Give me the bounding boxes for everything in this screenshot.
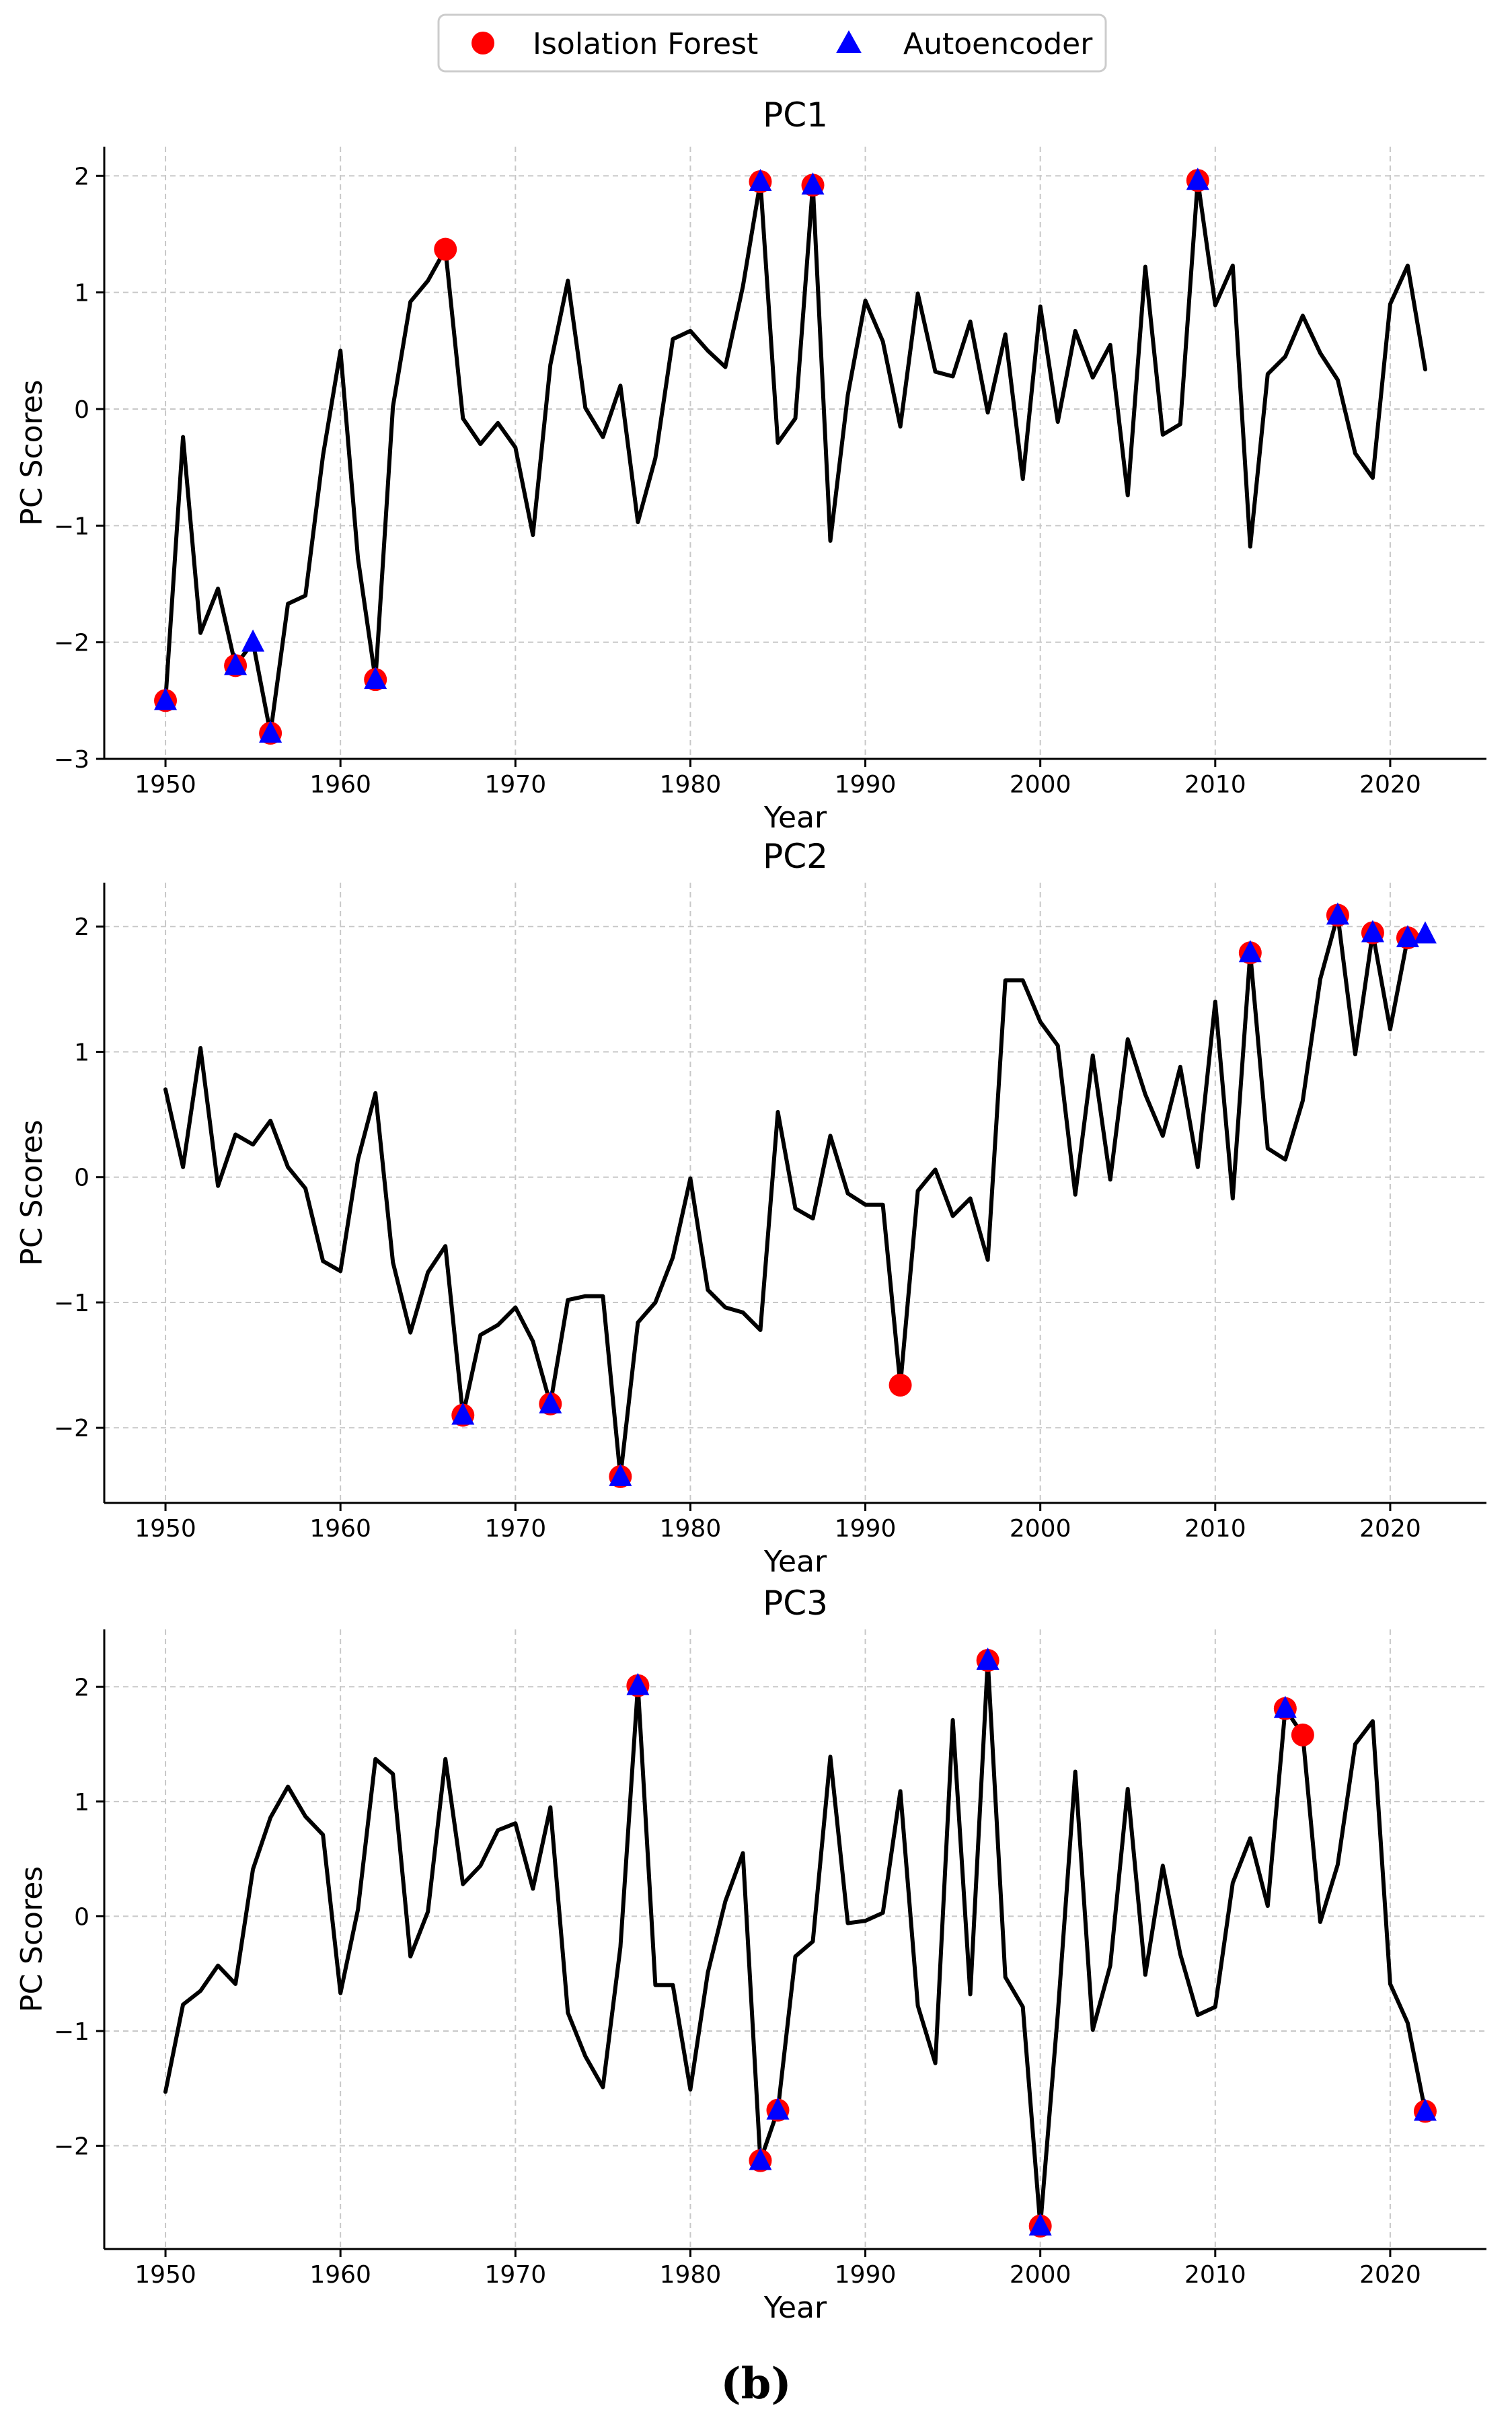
pc3-autoencoder-point-2022 bbox=[1413, 2098, 1437, 2121]
pc2-title: PC2 bbox=[763, 837, 828, 876]
pc3-autoencoder-point-1997 bbox=[976, 1648, 999, 1670]
pc3-series-line bbox=[163, 1658, 1427, 2228]
pc3-panel: 1950 1960 1970 1980 1990 2000 2010 2020 −2 −1 0 1 2 P… bbox=[15, 1584, 1486, 2325]
pc3-y-axis-label: PC Scores bbox=[15, 1866, 49, 2012]
pc3-y-tick-label--1: −1 bbox=[54, 2018, 89, 2046]
pc1-autoencoder-point-1956 bbox=[259, 720, 282, 743]
legend-autoencoder-marker bbox=[836, 30, 862, 53]
pc1-autoencoder-point-1950 bbox=[154, 688, 178, 710]
pc2-autoencoder-point-2017 bbox=[1326, 902, 1349, 925]
pc2-y-tick-label-2: 2 bbox=[74, 914, 89, 941]
pc2-autoencoder-point-1967 bbox=[451, 1402, 475, 1425]
legend-autoencoder-label: Autoencoder bbox=[903, 27, 1093, 61]
pc2-y-tick-label--2: −2 bbox=[54, 1415, 89, 1442]
pc3-x-tick-label-2020: 2020 bbox=[1359, 2261, 1421, 2289]
pc2-autoencoder-point-2012 bbox=[1238, 940, 1262, 963]
pc3-x-tick-label-1980: 1980 bbox=[660, 2261, 722, 2289]
pc1-x-tick-label-1990: 1990 bbox=[835, 771, 897, 799]
pc1-panel: 1950 1960 1970 1980 1990 2000 2010 2020 −3 −2 −1 0 1… bbox=[15, 96, 1486, 835]
legend-isolation-forest-marker bbox=[471, 32, 494, 54]
pc2-y-tick-label--1: −1 bbox=[54, 1290, 89, 1317]
pc2-x-tick-label-1990: 1990 bbox=[835, 1515, 897, 1543]
pc1-y-tick-label-1: 1 bbox=[74, 280, 89, 307]
pc1-autoencoder-point-1954 bbox=[224, 653, 248, 675]
pc1-y-axis-label: PC Scores bbox=[15, 379, 49, 525]
pc2-panel: 1950 1960 1970 1980 1990 2000 2010 2020 −2 −1 0 1 2 P… bbox=[15, 837, 1486, 1579]
pc1-y-tick-label-2: 2 bbox=[74, 163, 89, 190]
pc2-series-line bbox=[163, 913, 1427, 1479]
pc3-y-tick-label--2: −2 bbox=[54, 2133, 89, 2161]
pc1-autoencoder-point-1987 bbox=[801, 172, 825, 195]
pc2-y-axis-label: PC Scores bbox=[15, 1119, 49, 1265]
pc1-isolation-forest-point-1966 bbox=[434, 237, 457, 261]
pc3-autoencoder-point-2014 bbox=[1273, 1695, 1297, 1718]
pc1-x-tick-label-1970: 1970 bbox=[484, 771, 546, 799]
pc3-x-tick-label-1970: 1970 bbox=[484, 2261, 546, 2289]
pc1-x-axis-label: Year bbox=[763, 801, 827, 835]
pc3-autoencoder-point-2000 bbox=[1028, 2213, 1052, 2236]
pc3-y-tick-label-0: 0 bbox=[74, 1903, 89, 1931]
pc1-x-tick-label-1950: 1950 bbox=[135, 771, 196, 799]
legend: Isolation Forest Autoencoder bbox=[437, 13, 1107, 73]
pc3-x-tick-label-1990: 1990 bbox=[835, 2261, 897, 2289]
pc2-x-tick-label-1980: 1980 bbox=[660, 1515, 722, 1543]
pc3-title: PC3 bbox=[763, 1584, 828, 1623]
pc1-x-tick-label-2020: 2020 bbox=[1359, 771, 1421, 799]
pc2-x-tick-label-2010: 2010 bbox=[1184, 1515, 1246, 1543]
pc1-y-tick-label--3: −3 bbox=[54, 746, 89, 774]
pc2-y-tick-label-0: 0 bbox=[74, 1165, 89, 1192]
pc2-autoencoder-point-2021 bbox=[1396, 924, 1419, 947]
pc1-autoencoder-point-2009 bbox=[1186, 168, 1209, 190]
pc3-y-tick-label-2: 2 bbox=[74, 1674, 89, 1701]
pc2-x-tick-label-1950: 1950 bbox=[135, 1515, 196, 1543]
pc3-x-tick-label-2000: 2000 bbox=[1010, 2261, 1071, 2289]
pc2-isolation-forest-point-1992 bbox=[889, 1373, 912, 1397]
pc3-autoencoder-point-1985 bbox=[766, 2097, 790, 2120]
pc3-x-tick-label-1950: 1950 bbox=[135, 2261, 196, 2289]
legend-frame bbox=[437, 13, 1107, 73]
pc1-x-tick-label-2000: 2000 bbox=[1010, 771, 1071, 799]
pc2-autoencoder-point-1972 bbox=[539, 1391, 562, 1413]
pc3-x-tick-label-2010: 2010 bbox=[1184, 2261, 1246, 2289]
pc1-title: PC1 bbox=[763, 96, 828, 135]
pc1-autoencoder-point-1962 bbox=[364, 667, 387, 690]
pc1-x-tick-label-1960: 1960 bbox=[309, 771, 371, 799]
pc3-autoencoder-point-1984 bbox=[749, 2147, 772, 2170]
pc3-y-tick-label-1: 1 bbox=[74, 1789, 89, 1816]
pc2-autoencoder-point-2019 bbox=[1361, 920, 1384, 943]
pc3-x-tick-label-1960: 1960 bbox=[309, 2261, 371, 2289]
pc1-x-tick-label-2010: 2010 bbox=[1184, 771, 1246, 799]
pc2-x-axis-label: Year bbox=[763, 1545, 827, 1579]
pc3-isolation-forest-point-2015 bbox=[1291, 1723, 1314, 1746]
pc2-x-tick-label-1960: 1960 bbox=[309, 1515, 371, 1543]
figure-caption: (b) bbox=[720, 2359, 791, 2409]
pc3-autoencoder-point-1977 bbox=[626, 1672, 650, 1695]
pc2-x-tick-label-2020: 2020 bbox=[1359, 1515, 1421, 1543]
pc2-autoencoder-point-1976 bbox=[609, 1463, 632, 1486]
pc2-autoencoder-point-2022 bbox=[1413, 921, 1437, 944]
pc2-x-tick-label-1970: 1970 bbox=[484, 1515, 546, 1543]
pc2-x-tick-label-2000: 2000 bbox=[1010, 1515, 1071, 1543]
legend-isolation-forest-label: Isolation Forest bbox=[533, 27, 758, 61]
pc1-autoencoder-point-1984 bbox=[749, 169, 772, 191]
pc1-y-tick-label--2: −2 bbox=[54, 630, 89, 657]
pc1-series-line bbox=[163, 178, 1427, 735]
pc2-y-tick-label-1: 1 bbox=[74, 1039, 89, 1066]
pc1-autoencoder-point-1955 bbox=[241, 629, 265, 652]
pc3-x-axis-label: Year bbox=[763, 2291, 827, 2325]
pc1-y-tick-label--1: −1 bbox=[54, 513, 89, 540]
pc1-x-tick-label-1980: 1980 bbox=[660, 771, 722, 799]
pc1-y-tick-label-0: 0 bbox=[74, 396, 89, 424]
